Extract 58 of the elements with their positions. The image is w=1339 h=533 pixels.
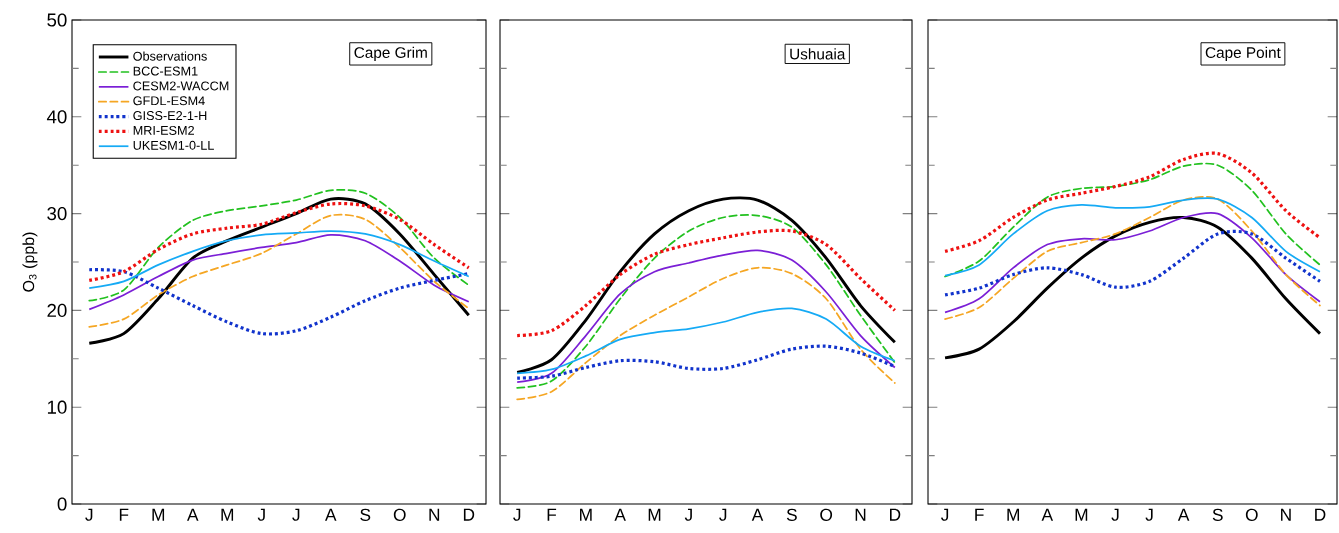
- x-tick-label: J: [85, 508, 93, 521]
- text: Ushuaia: [790, 48, 846, 60]
- text: Cape Point: [1205, 46, 1281, 62]
- x-tick-label: J: [684, 508, 692, 521]
- x-tick-label: M: [1075, 508, 1088, 521]
- x-tick-label: F: [119, 508, 129, 521]
- legend-label: UKESM1-0-LL: [133, 140, 214, 150]
- x-tick-label: S: [360, 508, 371, 521]
- x-tick-label: D: [890, 508, 901, 521]
- x-tick-label: N: [1281, 508, 1291, 521]
- y-tick-label: 10: [47, 400, 67, 414]
- x-tick-label: J: [1145, 508, 1153, 521]
- text: Cape Grim: [354, 46, 427, 62]
- line-series: [88, 213, 470, 328]
- line-series: [88, 189, 470, 302]
- legend-label: CESM2-WACCM: [133, 81, 229, 91]
- legend-label: BCC-ESM1: [133, 66, 198, 76]
- y-axis-title: O$_{3}$ (ppb): [22, 232, 38, 292]
- line-series: [87, 201, 471, 282]
- y-tick-label: 0: [57, 497, 67, 511]
- x-tick-label: F: [975, 508, 984, 521]
- x-tick-label: N: [429, 508, 440, 521]
- x-tick-label: M: [152, 508, 165, 521]
- legend-label: MRI-ESM2: [133, 125, 194, 135]
- x-tick-label: S: [1212, 508, 1223, 521]
- x-tick-label: D: [1315, 508, 1326, 521]
- x-tick-label: M: [221, 508, 234, 521]
- x-tick-label: A: [1041, 508, 1054, 521]
- x-tick-label: M: [648, 508, 661, 521]
- line-series: [88, 230, 470, 290]
- x-tick-label: A: [614, 508, 626, 521]
- x-tick-label: J: [719, 508, 727, 521]
- x-tick-label: M: [580, 508, 592, 521]
- x-tick-label: O: [393, 508, 406, 521]
- x-tick-label: J: [513, 508, 521, 521]
- x-tick-label: A: [187, 508, 199, 521]
- x-tick-label: J: [292, 508, 300, 521]
- x-tick-label: J: [257, 508, 265, 521]
- x-tick-label: A: [1177, 508, 1190, 521]
- x-tick-label: O: [820, 508, 833, 521]
- legend-label: GFDL-ESM4: [133, 96, 205, 106]
- x-tick-label: D: [463, 508, 475, 521]
- x-tick-label: J: [1111, 508, 1119, 521]
- y-tick-label: 50: [47, 13, 67, 27]
- y-tick-label: 30: [47, 206, 67, 221]
- x-tick-label: S: [786, 508, 797, 521]
- y-tick-label: 20: [47, 303, 67, 318]
- x-tick-label: O: [1245, 508, 1258, 521]
- y-tick-label: 40: [46, 110, 67, 124]
- x-tick-label: A: [751, 508, 764, 521]
- x-tick-label: J: [940, 508, 949, 521]
- x-tick-label: N: [855, 508, 866, 521]
- legend-label: Observations: [133, 51, 207, 61]
- x-tick-label: M: [1007, 508, 1020, 521]
- legend-label: GISS-E2-1-H: [133, 111, 207, 121]
- line-series: [88, 234, 470, 311]
- x-tick-label: A: [325, 508, 337, 521]
- x-tick-label: F: [547, 508, 557, 521]
